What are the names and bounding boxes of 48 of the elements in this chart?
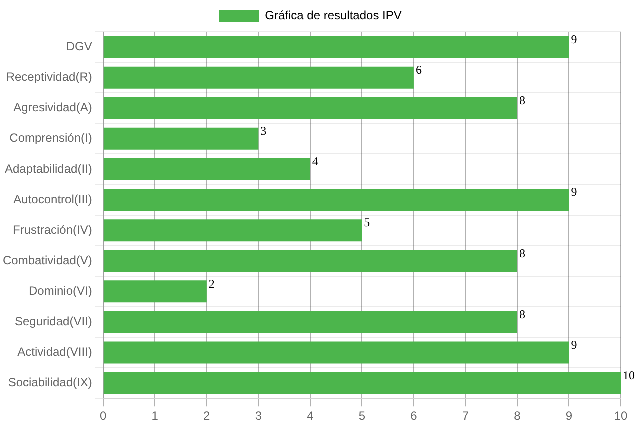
bar (104, 250, 518, 272)
bar (104, 66, 414, 89)
x-tick-label: 4 (307, 409, 314, 424)
x-tick-label: 1 (152, 409, 159, 424)
y-tick-label: Comprensión(I) (10, 131, 92, 146)
data-label: 8 (519, 307, 526, 322)
y-tick-label: Actividad(VIII) (18, 345, 92, 360)
bar (104, 372, 621, 394)
data-label: 4 (312, 154, 318, 169)
x-tick-label: 10 (614, 409, 628, 424)
y-tick-label: Receptividad(R) (6, 70, 92, 84)
bar (104, 36, 570, 58)
x-tick-label: 6 (410, 409, 418, 424)
y-tick-label: Dominio(VI) (29, 284, 92, 298)
x-tick-label: 9 (566, 409, 573, 424)
data-label: 8 (519, 246, 526, 260)
bar (104, 220, 362, 242)
x-tick-label: 3 (255, 409, 262, 424)
legend-label: Gráfica de resultados IPV (265, 8, 402, 22)
y-tick-label: Autocontrol(III) (14, 192, 92, 206)
data-label: 9 (571, 185, 578, 200)
bar (104, 189, 570, 212)
bar (104, 158, 310, 180)
x-tick-label: 0 (100, 409, 108, 424)
x-tick-label: 8 (514, 409, 522, 424)
data-label: 5 (364, 216, 370, 230)
bar (104, 342, 570, 364)
data-label: 8 (519, 94, 526, 108)
y-tick-label: Sociabilidad(IX) (8, 376, 92, 390)
data-label: 9 (571, 32, 578, 46)
bar (104, 311, 518, 334)
y-tick-label: Frustración(IV) (13, 222, 92, 237)
x-tick-label: 2 (204, 409, 211, 424)
data-label: 6 (416, 62, 422, 77)
x-tick-label: 5 (358, 409, 366, 424)
y-tick-label: Combatividad(V) (2, 253, 92, 268)
y-tick-label: Agresividad(A) (14, 100, 92, 115)
bar (104, 97, 518, 120)
data-label: 9 (571, 338, 578, 352)
data-label: 3 (260, 124, 267, 138)
bar (104, 280, 207, 303)
y-tick-label: DGV (66, 40, 92, 54)
data-label: 2 (208, 276, 215, 291)
x-tick-label: 7 (462, 409, 470, 424)
y-tick-label: Adaptabilidad(II) (4, 162, 92, 176)
y-tick-label: Seguridad(VII) (14, 314, 92, 329)
data-label: 10 (623, 368, 635, 382)
bar (104, 128, 259, 150)
